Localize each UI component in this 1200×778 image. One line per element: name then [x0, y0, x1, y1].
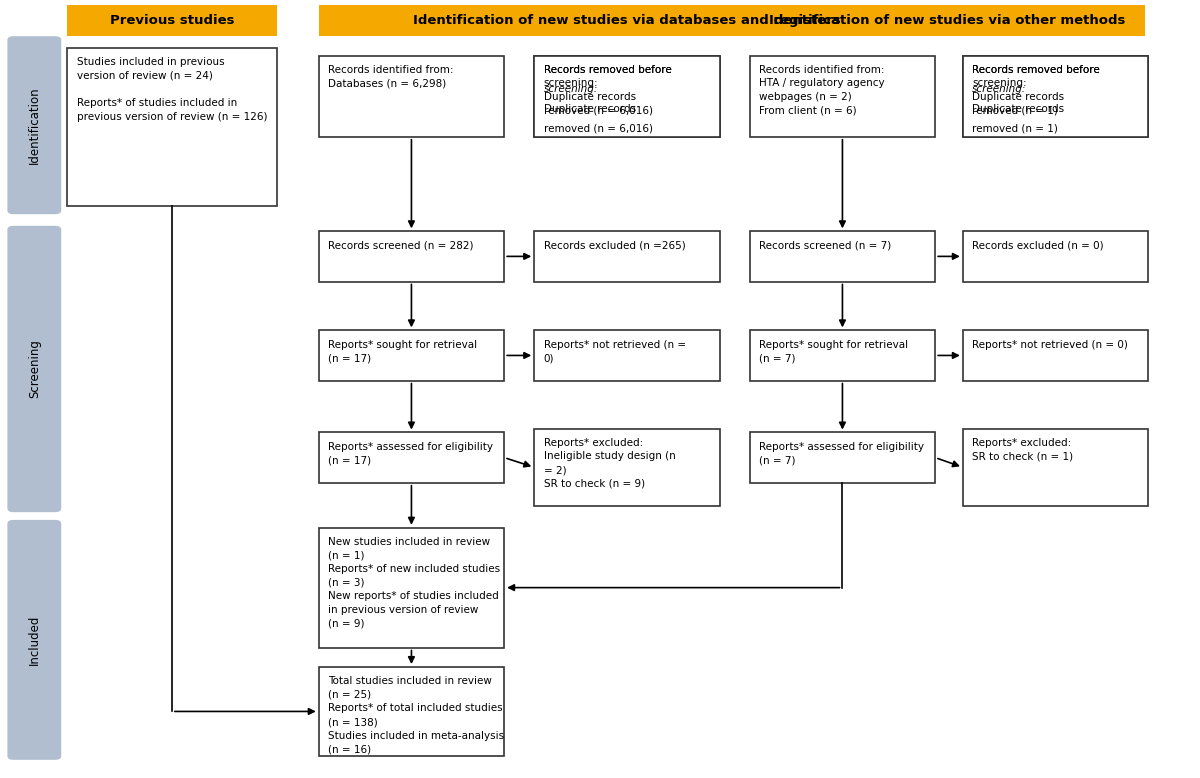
Text: Screening: Screening [28, 339, 41, 398]
Text: Reports* sought for retrieval
(n = 17): Reports* sought for retrieval (n = 17) [329, 339, 478, 363]
Text: Reports* not retrieved (n =
0): Reports* not retrieved (n = 0) [544, 339, 686, 363]
FancyBboxPatch shape [534, 55, 720, 137]
Text: Reports* sought for retrieval
(n = 7): Reports* sought for retrieval (n = 7) [760, 339, 908, 363]
Text: Records removed before: Records removed before [544, 65, 672, 75]
FancyBboxPatch shape [962, 429, 1148, 506]
Text: Total studies included in review
(n = 25)
Reports* of total included studies
(n : Total studies included in review (n = 25… [329, 676, 504, 754]
Text: Records screened (n = 282): Records screened (n = 282) [329, 240, 474, 251]
Text: Previous studies: Previous studies [109, 14, 234, 27]
FancyBboxPatch shape [750, 433, 935, 483]
Text: Reports* assessed for eligibility
(n = 7): Reports* assessed for eligibility (n = 7… [760, 442, 924, 465]
FancyBboxPatch shape [7, 37, 61, 214]
Text: Studies included in previous
version of review (n = 24)

Reports* of studies inc: Studies included in previous version of … [77, 57, 268, 121]
FancyBboxPatch shape [750, 5, 1145, 37]
FancyBboxPatch shape [962, 55, 1148, 137]
FancyBboxPatch shape [67, 5, 277, 37]
Text: Records removed before
screening:
Duplicate records
removed (n = 6,016): Records removed before screening: Duplic… [544, 65, 672, 116]
FancyBboxPatch shape [962, 331, 1148, 380]
Text: Records removed before: Records removed before [972, 65, 1100, 75]
FancyBboxPatch shape [962, 55, 1148, 137]
FancyBboxPatch shape [319, 231, 504, 282]
Text: removed (n = 1): removed (n = 1) [972, 124, 1058, 133]
FancyBboxPatch shape [319, 667, 504, 756]
FancyBboxPatch shape [534, 429, 720, 506]
Text: Records excluded (n = 0): Records excluded (n = 0) [972, 240, 1104, 251]
Text: Duplicate records: Duplicate records [972, 104, 1064, 114]
FancyBboxPatch shape [534, 231, 720, 282]
Text: Included: Included [28, 615, 41, 665]
Text: New studies included in review
(n = 1)
Reports* of new included studies
(n = 3)
: New studies included in review (n = 1) R… [329, 537, 500, 629]
FancyBboxPatch shape [7, 520, 61, 760]
Text: Reports* excluded:
Ineligible study design (n
= 2)
SR to check (n = 9): Reports* excluded: Ineligible study desi… [544, 438, 676, 489]
Text: Identification of new studies via other methods: Identification of new studies via other … [769, 14, 1126, 27]
Text: Reports* not retrieved (n = 0): Reports* not retrieved (n = 0) [972, 339, 1128, 349]
FancyBboxPatch shape [67, 47, 277, 206]
Text: removed (n = 6,016): removed (n = 6,016) [544, 124, 653, 133]
FancyBboxPatch shape [319, 55, 504, 137]
FancyBboxPatch shape [534, 331, 720, 380]
FancyBboxPatch shape [319, 331, 504, 380]
Text: Reports* excluded:
SR to check (n = 1): Reports* excluded: SR to check (n = 1) [972, 438, 1074, 461]
Text: Identification: Identification [28, 86, 41, 164]
FancyBboxPatch shape [319, 5, 935, 37]
Text: Reports* assessed for eligibility
(n = 17): Reports* assessed for eligibility (n = 1… [329, 442, 493, 465]
Text: screening:: screening: [972, 84, 1027, 94]
FancyBboxPatch shape [750, 55, 935, 137]
Text: Duplicate records: Duplicate records [544, 104, 636, 114]
FancyBboxPatch shape [534, 55, 720, 137]
Text: Records identified from:
HTA / regulatory agency
webpages (n = 2)
From client (n: Records identified from: HTA / regulator… [760, 65, 884, 116]
FancyBboxPatch shape [750, 231, 935, 282]
FancyBboxPatch shape [750, 331, 935, 380]
FancyBboxPatch shape [962, 231, 1148, 282]
FancyBboxPatch shape [319, 433, 504, 483]
FancyBboxPatch shape [319, 527, 504, 647]
Text: Identification of new studies via databases and registers: Identification of new studies via databa… [413, 14, 841, 27]
Text: screening:: screening: [544, 84, 598, 94]
Text: Records screened (n = 7): Records screened (n = 7) [760, 240, 892, 251]
Text: Records excluded (n =265): Records excluded (n =265) [544, 240, 685, 251]
Text: Records removed before
screening:
Duplicate records
removed (n = 1): Records removed before screening: Duplic… [972, 65, 1100, 116]
Text: Records identified from:
Databases (n = 6,298): Records identified from: Databases (n = … [329, 65, 454, 89]
FancyBboxPatch shape [7, 226, 61, 512]
